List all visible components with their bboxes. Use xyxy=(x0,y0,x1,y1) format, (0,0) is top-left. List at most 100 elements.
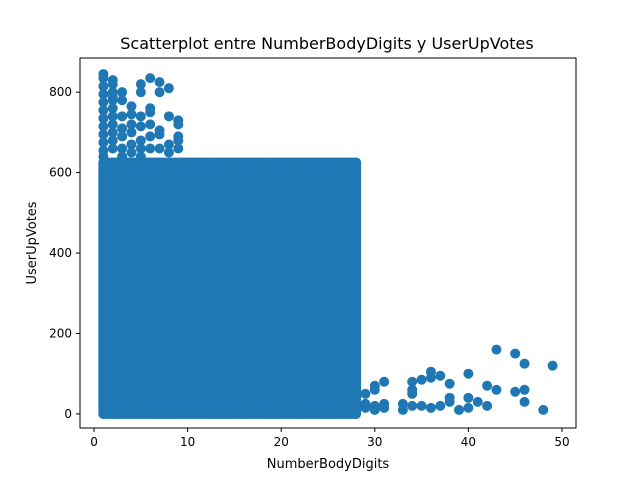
data-point xyxy=(135,87,146,98)
data-point xyxy=(463,402,474,413)
y-tick-label: 200 xyxy=(49,326,72,340)
data-point xyxy=(454,404,465,415)
data-point xyxy=(173,135,184,146)
data-point xyxy=(135,151,146,162)
data-point xyxy=(126,147,137,158)
data-point xyxy=(98,89,109,100)
data-point xyxy=(482,380,493,391)
x-tick-label: 20 xyxy=(274,435,289,449)
data-point xyxy=(323,157,333,168)
data-point xyxy=(154,143,165,154)
data-point xyxy=(117,87,128,98)
data-point xyxy=(126,127,137,138)
data-point xyxy=(154,129,165,140)
data-point xyxy=(313,408,324,419)
data-point xyxy=(173,157,184,168)
data-point xyxy=(107,127,118,138)
data-point xyxy=(126,119,137,130)
data-point xyxy=(304,157,315,168)
data-point xyxy=(98,129,109,140)
data-point xyxy=(341,408,352,419)
data-point xyxy=(491,344,502,355)
data-point xyxy=(276,157,287,168)
data-point xyxy=(266,157,277,168)
data-point xyxy=(117,111,128,122)
data-point xyxy=(416,374,427,385)
data-point xyxy=(379,376,390,387)
data-point xyxy=(397,404,408,415)
data-point xyxy=(407,388,418,399)
data-point xyxy=(135,79,146,90)
data-point xyxy=(163,157,174,168)
data-point xyxy=(163,83,174,94)
data-point xyxy=(332,408,343,419)
data-point xyxy=(210,408,221,419)
dense-point-block xyxy=(98,157,362,419)
data-point xyxy=(182,408,193,419)
data-point xyxy=(238,408,249,419)
data-point xyxy=(323,408,333,419)
data-point xyxy=(98,113,109,124)
data-point xyxy=(117,408,128,419)
data-point xyxy=(416,400,427,411)
data-point xyxy=(547,360,558,371)
chart-title: Scatterplot entre NumberBodyDigits y Use… xyxy=(120,34,533,53)
data-point xyxy=(482,400,493,411)
data-point xyxy=(135,408,146,419)
data-point xyxy=(135,111,146,122)
data-point xyxy=(154,408,165,419)
data-point xyxy=(210,157,221,168)
data-point xyxy=(117,131,128,142)
data-point xyxy=(107,95,118,106)
data-point xyxy=(351,157,362,168)
x-tick-label: 40 xyxy=(461,435,476,449)
data-point xyxy=(425,372,436,383)
data-point xyxy=(135,121,146,132)
data-point xyxy=(107,79,118,90)
data-point xyxy=(379,402,390,413)
data-point xyxy=(126,157,137,168)
data-point xyxy=(126,139,137,150)
data-point xyxy=(98,97,109,108)
data-point xyxy=(304,408,315,419)
data-point xyxy=(173,143,184,154)
data-point xyxy=(145,107,156,118)
data-point xyxy=(107,135,118,146)
data-point xyxy=(248,408,259,419)
data-point xyxy=(341,157,352,168)
data-point xyxy=(538,404,549,415)
data-point xyxy=(248,157,259,168)
data-point xyxy=(98,151,109,162)
data-point xyxy=(266,408,277,419)
data-point xyxy=(360,402,371,413)
data-point xyxy=(173,119,184,130)
y-tick-label: 600 xyxy=(49,166,72,180)
data-point xyxy=(191,157,202,168)
data-point xyxy=(407,400,418,411)
data-point xyxy=(257,157,268,168)
data-point xyxy=(285,157,296,168)
data-point xyxy=(201,157,212,168)
x-axis-ticks: 0 10 20 30 40 50 xyxy=(90,428,570,449)
data-point xyxy=(145,143,156,154)
data-point xyxy=(107,157,118,168)
x-tick-label: 10 xyxy=(180,435,195,449)
data-point xyxy=(107,111,118,122)
x-axis-label: NumberBodyDigits xyxy=(267,457,390,472)
data-point xyxy=(369,384,380,395)
data-point xyxy=(285,408,296,419)
data-point xyxy=(163,147,174,158)
data-point xyxy=(98,73,109,84)
data-point xyxy=(107,119,118,130)
data-point xyxy=(126,408,137,419)
scatter-points xyxy=(98,69,558,415)
data-point xyxy=(510,386,521,397)
data-point xyxy=(463,392,474,403)
y-tick-label: 400 xyxy=(49,246,72,260)
data-point xyxy=(98,408,109,419)
data-point xyxy=(332,157,343,168)
data-point xyxy=(163,408,174,419)
y-tick-label: 800 xyxy=(49,85,72,99)
data-point xyxy=(294,408,305,419)
data-point xyxy=(407,376,418,387)
